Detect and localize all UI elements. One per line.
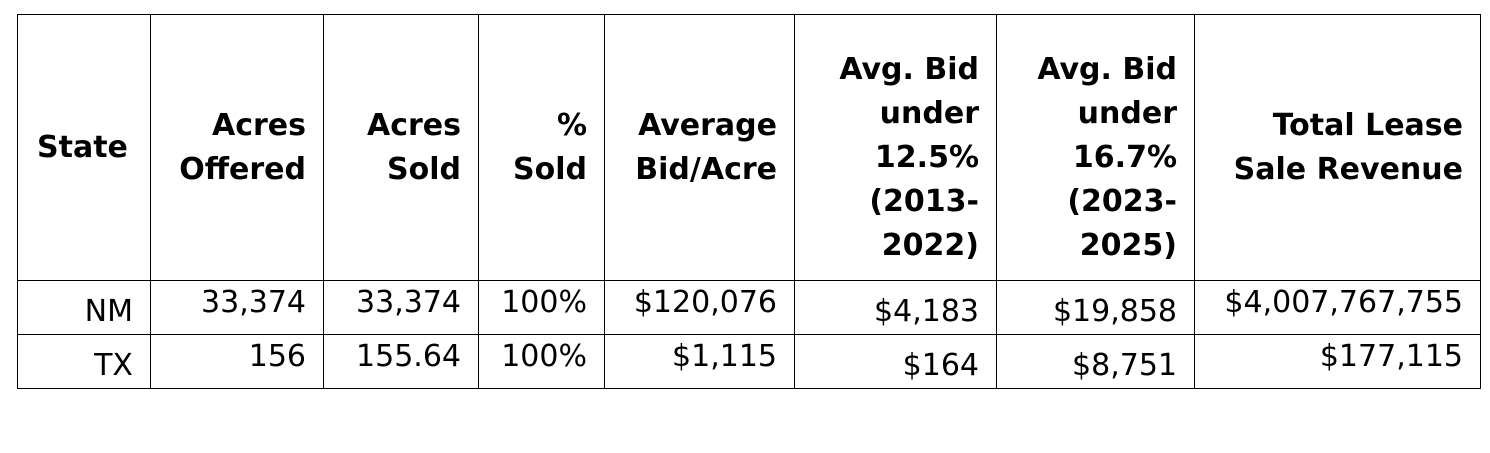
cell-acres-sold: 33,374	[323, 280, 479, 335]
header-state: State	[17, 14, 151, 281]
header-avg-bid-12-5: Avg. Bid under 12.5% (2013- 2022)	[794, 14, 997, 281]
header-average-bid-acre: Average Bid/Acre	[604, 14, 795, 281]
header-avg-bid-16-7-line-1: Avg. Bid	[1037, 52, 1177, 87]
header-total-revenue-line-2: Sale Revenue	[1233, 151, 1463, 187]
header-acres-offered-line-2: Offered	[179, 151, 306, 187]
header-total-revenue-line-1: Total Lease	[1272, 107, 1463, 143]
header-avg-bid-16-7: Avg. Bid under 16.7% (2023- 2025)	[996, 14, 1195, 281]
header-avg-bid-16-7-line-5: 2025)	[1079, 228, 1177, 263]
header-percent-sold: % Sold	[478, 14, 605, 281]
table-row: TX 156 155.64 100% $1,115 $164 $8,751 $1…	[17, 334, 1481, 389]
header-avg-bid-16-7-line-3: 16.7%	[1072, 140, 1177, 175]
header-avg-bid-12-5-line-2: under	[879, 96, 979, 131]
header-acres-offered-line-1: Acres	[212, 107, 306, 143]
lease-sale-table: State Acres Offered Acres Sold % Sold Av…	[17, 14, 1481, 389]
cell-acres-offered: 33,374	[150, 280, 324, 335]
cell-state: TX	[17, 334, 151, 389]
table-row: NM 33,374 33,374 100% $120,076 $4,183 $1…	[17, 280, 1481, 335]
cell-average-bid-acre: $1,115	[604, 334, 795, 389]
header-state-line: State	[37, 129, 128, 165]
cell-avg-bid-16-7: $8,751	[996, 334, 1195, 389]
cell-percent-sold: 100%	[478, 334, 605, 389]
cell-total-revenue: $177,115	[1194, 334, 1481, 389]
header-average-bid-acre-line-2: Bid/Acre	[635, 151, 777, 187]
cell-avg-bid-12-5: $164	[794, 334, 997, 389]
cell-avg-bid-16-7: $19,858	[996, 280, 1195, 335]
cell-state: NM	[17, 280, 151, 335]
header-acres-sold-line-1: Acres	[367, 107, 461, 143]
header-percent-sold-line-1: %	[556, 107, 587, 143]
header-avg-bid-12-5-line-1: Avg. Bid	[839, 52, 979, 87]
header-acres-sold-line-2: Sold	[387, 151, 461, 187]
cell-acres-sold: 155.64	[323, 334, 479, 389]
header-avg-bid-12-5-line-4: (2013-	[869, 184, 979, 219]
header-acres-offered: Acres Offered	[150, 14, 324, 281]
header-avg-bid-12-5-line-5: 2022)	[881, 228, 979, 263]
header-avg-bid-16-7-line-4: (2023-	[1067, 184, 1177, 219]
cell-total-revenue: $4,007,767,755	[1194, 280, 1481, 335]
header-avg-bid-12-5-line-3: 12.5%	[874, 140, 979, 175]
cell-avg-bid-12-5: $4,183	[794, 280, 997, 335]
header-avg-bid-16-7-line-2: under	[1077, 96, 1177, 131]
cell-average-bid-acre: $120,076	[604, 280, 795, 335]
header-row: State Acres Offered Acres Sold % Sold Av…	[17, 14, 1481, 281]
cell-percent-sold: 100%	[478, 280, 605, 335]
header-percent-sold-line-2: Sold	[513, 151, 587, 187]
header-acres-sold: Acres Sold	[323, 14, 479, 281]
header-average-bid-acre-line-1: Average	[638, 107, 777, 143]
header-total-lease-sale-revenue: Total Lease Sale Revenue	[1194, 14, 1481, 281]
cell-acres-offered: 156	[150, 334, 324, 389]
